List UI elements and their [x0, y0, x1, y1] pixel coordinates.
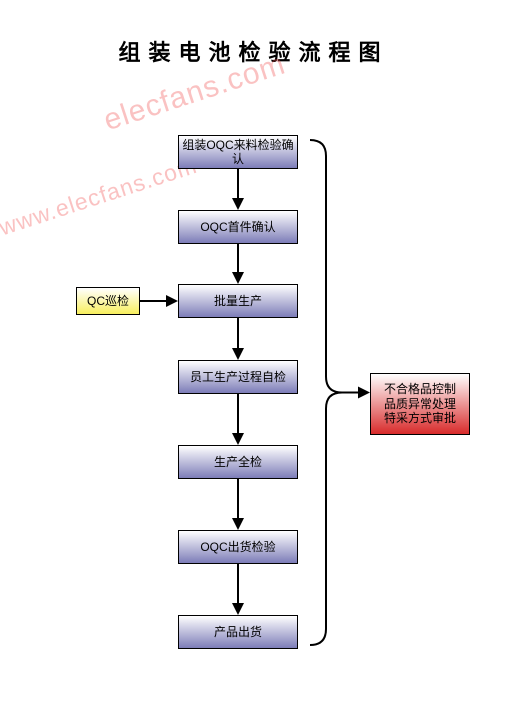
page-title: 组装电池检验流程图 [0, 35, 507, 67]
flow-node: 批量生产 [178, 284, 298, 318]
watermark-bottom: www.elecfans.com [0, 152, 201, 241]
flow-node-label: OQC出货检验 [200, 540, 275, 554]
qc-inspection-box: QC巡检 [76, 287, 140, 315]
flow-node-label: 产品出货 [214, 625, 262, 639]
nonconforming-box: 不合格品控制品质异常处理特采方式审批 [370, 373, 470, 435]
flow-node: OQC首件确认 [178, 210, 298, 244]
flow-node: 生产全检 [178, 445, 298, 479]
qc-inspection-label: QC巡检 [87, 294, 129, 308]
flow-node: 员工生产过程自检 [178, 360, 298, 394]
nonconforming-line: 不合格品控制 [384, 382, 456, 396]
flow-node-label: 生产全检 [214, 455, 262, 469]
flow-node-label: 员工生产过程自检 [190, 370, 286, 384]
result-arrow [342, 387, 370, 399]
flow-node: 组装OQC来料检验确认 [178, 135, 298, 169]
nonconforming-line: 特采方式审批 [384, 411, 456, 425]
flow-node-label: OQC首件确认 [200, 220, 275, 234]
flow-node: 产品出货 [178, 615, 298, 649]
flow-node-label: 组装OQC来料检验确认 [179, 138, 297, 167]
flow-node: OQC出货检验 [178, 530, 298, 564]
side-arrow [140, 295, 178, 307]
bracket [310, 140, 342, 645]
title-text: 组装电池检验流程图 [118, 40, 388, 65]
nonconforming-line: 品质异常处理 [384, 397, 456, 411]
flow-node-label: 批量生产 [214, 294, 262, 308]
